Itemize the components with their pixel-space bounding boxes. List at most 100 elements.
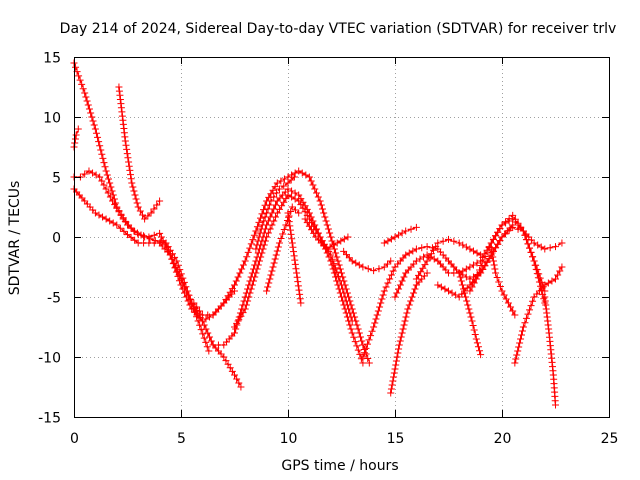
data-point [457,277,465,285]
data-point [474,343,482,351]
data-point [224,292,232,300]
data-point [113,204,121,212]
data-point [342,297,350,305]
data-point [337,237,345,245]
data-point [491,265,499,273]
data-point [243,253,251,261]
data-point [330,260,338,268]
data-point [233,319,241,327]
data-point [554,271,562,279]
data-point [267,190,275,198]
data-point [173,267,181,275]
data-point [534,241,542,249]
data-point [468,317,476,325]
data-point [260,217,268,225]
data-point [546,244,554,252]
data-point [192,306,200,314]
data-point [260,206,268,214]
data-point [97,146,105,154]
data-point [239,309,247,317]
data-point [373,311,381,319]
data-point [101,163,109,171]
data-point [495,278,503,286]
data-point [295,209,303,217]
data-point [387,389,395,397]
data-point [124,231,131,239]
data-point [250,277,258,285]
data-point [123,150,131,158]
data-point [263,209,271,217]
data-point [202,338,210,346]
x-tick-label: 10 [280,431,298,447]
data-point [100,159,108,167]
data-point [357,333,365,341]
data-point [186,295,194,303]
data-point [364,265,372,273]
data-point [128,179,136,187]
data-point [483,258,491,266]
data-point [302,171,310,179]
data-point [285,218,293,226]
data-point [296,290,304,298]
data-point [257,225,265,233]
data-point [509,307,517,315]
data-point [202,325,210,333]
data-point [494,240,502,248]
data-point [244,248,252,256]
chart-title: Day 214 of 2024, Sidereal Day-to-day VTE… [60,21,617,37]
data-point [396,337,404,345]
data-point [333,239,341,247]
data-point [111,201,119,209]
data-point [320,209,328,217]
data-point [106,217,114,225]
data-point [228,367,236,375]
series-line [233,193,353,328]
data-point [371,319,379,327]
data-point [199,330,207,338]
data-point [127,175,135,183]
data-point [291,189,299,197]
data-point [78,80,86,88]
data-point [468,283,476,291]
data-point [489,257,497,265]
data-point [461,289,469,297]
data-point [359,353,367,361]
data-point [511,359,519,367]
data-point [389,267,397,275]
data-point [500,291,508,299]
data-point [92,129,100,137]
data-point [441,285,449,293]
data-point [395,231,403,239]
data-point [125,158,133,166]
data-point [130,187,138,195]
data-point [421,261,429,269]
data-point [247,285,255,293]
series-arc-4 [115,83,164,223]
data-point [269,186,277,194]
data-point [113,221,121,229]
data-point [287,176,295,184]
data-point [517,335,525,343]
data-point [489,235,497,243]
data-point [198,317,206,325]
data-point [532,265,540,273]
data-point [459,241,467,249]
data-point [297,201,305,209]
data-point [252,269,260,277]
data-point [314,193,322,201]
data-point [264,283,272,291]
data-point [265,201,273,209]
data-point [104,189,112,197]
data-point [88,113,96,121]
data-point [558,263,566,271]
data-point [519,227,527,235]
data-point [374,307,382,315]
data-point [303,211,311,219]
data-point [87,109,95,117]
data-point [273,179,281,187]
data-point [133,229,141,237]
data-point [452,291,460,299]
data-point [311,185,319,193]
data-point [507,303,515,311]
